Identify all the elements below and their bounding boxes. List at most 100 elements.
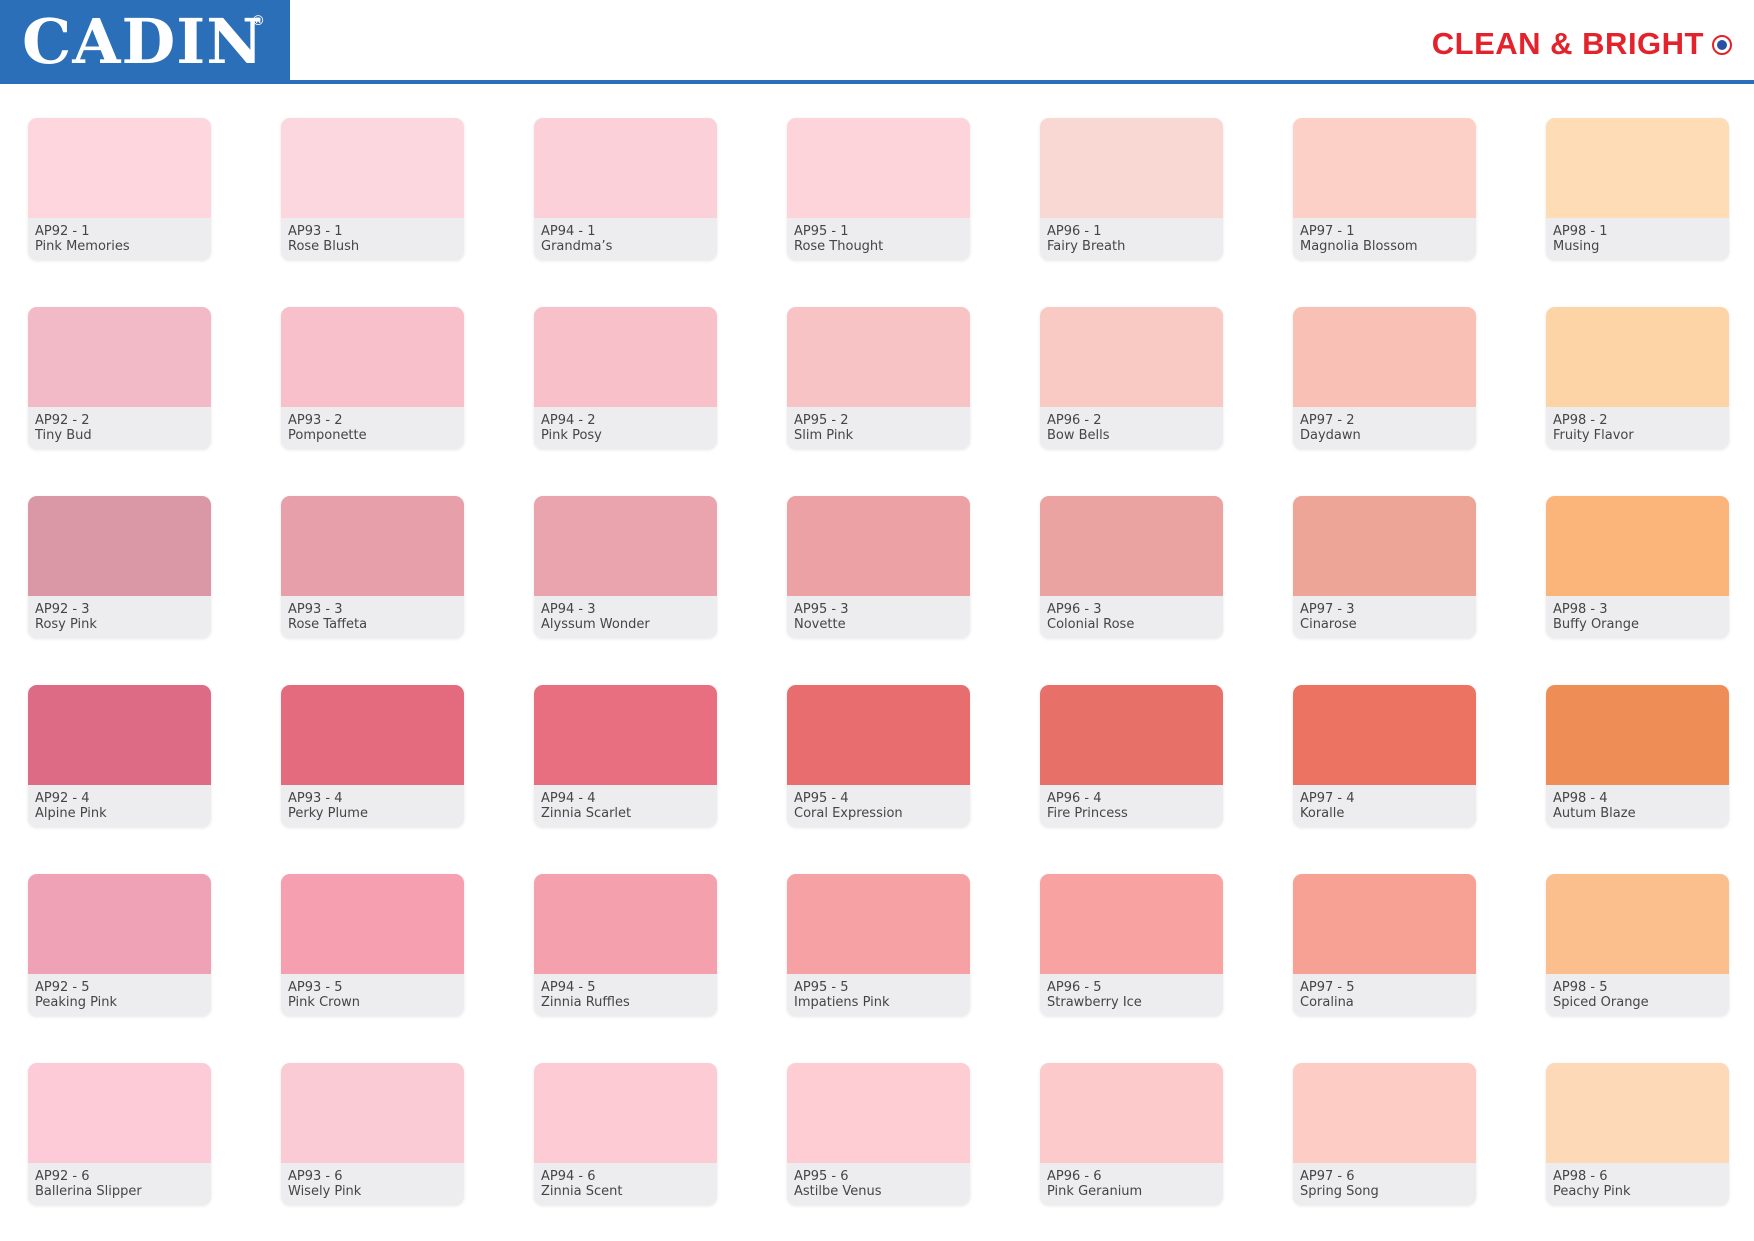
swatch-label: AP93 - 4 Perky Plume bbox=[281, 785, 464, 821]
swatch-code: AP96 - 1 bbox=[1047, 224, 1102, 239]
color-chip bbox=[1546, 496, 1729, 596]
color-chip bbox=[1040, 496, 1223, 596]
swatch-code: AP98 - 5 bbox=[1553, 980, 1608, 995]
swatch-name: Pink Crown bbox=[288, 995, 361, 1010]
color-swatch-card: AP96 - 5 Strawberry Ice bbox=[1040, 874, 1223, 1016]
swatch-code: AP96 - 5 bbox=[1047, 980, 1102, 995]
swatch-label: AP97 - 4 Koralle bbox=[1293, 785, 1476, 821]
swatch-label: AP92 - 1 Pink Memories bbox=[28, 218, 211, 254]
swatch-code: AP96 - 3 bbox=[1047, 602, 1102, 617]
color-chip bbox=[534, 307, 717, 407]
swatch-code: AP98 - 1 bbox=[1553, 224, 1608, 239]
swatch-label: AP94 - 3 Alyssum Wonder bbox=[534, 596, 717, 632]
color-swatch-card: AP94 - 5 Zinnia Ruffles bbox=[534, 874, 717, 1016]
color-swatch-card: AP98 - 2 Fruity Flavor bbox=[1546, 307, 1729, 449]
color-swatch-card: AP94 - 1 Grandma’s bbox=[534, 118, 717, 260]
swatch-name: Perky Plume bbox=[288, 806, 368, 821]
swatch-code: AP94 - 3 bbox=[541, 602, 596, 617]
swatch-name: Buffy Orange bbox=[1553, 617, 1639, 632]
swatch-name: Tiny Bud bbox=[35, 428, 92, 443]
color-swatch-card: AP95 - 3 Novette bbox=[787, 496, 970, 638]
swatch-code: AP96 - 6 bbox=[1047, 1169, 1102, 1184]
swatch-code: AP92 - 6 bbox=[35, 1169, 90, 1184]
color-swatch-card: AP92 - 1 Pink Memories bbox=[28, 118, 211, 260]
swatch-label: AP96 - 5 Strawberry Ice bbox=[1040, 974, 1223, 1010]
swatch-name: Slim Pink bbox=[794, 428, 854, 443]
color-chip bbox=[1546, 685, 1729, 785]
swatch-name: Spring Song bbox=[1300, 1184, 1379, 1199]
color-chip bbox=[1546, 874, 1729, 974]
swatch-name: Zinnia Scarlet bbox=[541, 806, 632, 821]
swatch-name: Fairy Breath bbox=[1047, 239, 1126, 254]
color-chip bbox=[787, 496, 970, 596]
color-chip bbox=[281, 118, 464, 218]
color-swatch-card: AP98 - 3 Buffy Orange bbox=[1546, 496, 1729, 638]
color-swatch-card: AP97 - 6 Spring Song bbox=[1293, 1063, 1476, 1205]
color-chip bbox=[534, 118, 717, 218]
swatch-label: AP94 - 1 Grandma’s bbox=[534, 218, 717, 254]
swatch-label: AP96 - 6 Pink Geranium bbox=[1040, 1163, 1223, 1199]
swatch-label: AP97 - 3 Cinarose bbox=[1293, 596, 1476, 632]
swatch-code: AP94 - 4 bbox=[541, 791, 596, 806]
swatch-name: Zinnia Scent bbox=[541, 1184, 623, 1199]
color-chip bbox=[28, 118, 211, 218]
color-chip bbox=[1546, 1063, 1729, 1163]
swatch-code: AP97 - 4 bbox=[1300, 791, 1355, 806]
color-swatch-card: AP92 - 6 Ballerina Slipper bbox=[28, 1063, 211, 1205]
color-swatch-card: AP92 - 5 Peaking Pink bbox=[28, 874, 211, 1016]
swatch-label: AP96 - 2 Bow Bells bbox=[1040, 407, 1223, 443]
swatch-code: AP93 - 6 bbox=[288, 1169, 343, 1184]
color-chip bbox=[28, 685, 211, 785]
swatch-label: AP96 - 1 Fairy Breath bbox=[1040, 218, 1223, 254]
swatch-code: AP97 - 1 bbox=[1300, 224, 1355, 239]
swatch-label: AP98 - 6 Peachy Pink bbox=[1546, 1163, 1729, 1199]
swatch-label: AP95 - 4 Coral Expression bbox=[787, 785, 970, 821]
color-swatch-card: AP93 - 6 Wisely Pink bbox=[281, 1063, 464, 1205]
color-chip bbox=[28, 1063, 211, 1163]
swatch-name: Zinnia Ruffles bbox=[541, 995, 630, 1010]
swatch-label: AP93 - 2 Pomponette bbox=[281, 407, 464, 443]
swatch-code: AP96 - 4 bbox=[1047, 791, 1102, 806]
swatch-label: AP96 - 4 Fire Princess bbox=[1040, 785, 1223, 821]
swatch-code: AP93 - 2 bbox=[288, 413, 343, 428]
swatch-name: Pink Posy bbox=[541, 428, 602, 443]
swatch-label: AP97 - 1 Magnolia Blossom bbox=[1293, 218, 1476, 254]
swatch-code: AP93 - 4 bbox=[288, 791, 343, 806]
swatch-code: AP97 - 5 bbox=[1300, 980, 1355, 995]
swatch-label: AP92 - 2 Tiny Bud bbox=[28, 407, 211, 443]
swatch-code: AP92 - 2 bbox=[35, 413, 90, 428]
swatch-code: AP93 - 3 bbox=[288, 602, 343, 617]
swatch-name: Coral Expression bbox=[794, 806, 903, 821]
color-swatch-card: AP97 - 2 Daydawn bbox=[1293, 307, 1476, 449]
swatch-name: Daydawn bbox=[1300, 428, 1361, 443]
swatch-code: AP97 - 2 bbox=[1300, 413, 1355, 428]
color-chip bbox=[1040, 307, 1223, 407]
swatch-code: AP97 - 6 bbox=[1300, 1169, 1355, 1184]
swatch-label: AP93 - 3 Rose Taffeta bbox=[281, 596, 464, 632]
swatch-code: AP94 - 5 bbox=[541, 980, 596, 995]
swatch-label: AP98 - 4 Autum Blaze bbox=[1546, 785, 1729, 821]
color-swatch-card: AP97 - 3 Cinarose bbox=[1293, 496, 1476, 638]
color-chip bbox=[534, 685, 717, 785]
swatch-name: Autum Blaze bbox=[1553, 806, 1636, 821]
color-chip bbox=[1293, 118, 1476, 218]
color-chip bbox=[28, 874, 211, 974]
color-chip bbox=[28, 307, 211, 407]
color-swatch-card: AP93 - 1 Rose Blush bbox=[281, 118, 464, 260]
color-swatch-card: AP97 - 4 Koralle bbox=[1293, 685, 1476, 827]
swatch-label: AP92 - 4 Alpine Pink bbox=[28, 785, 211, 821]
color-chip bbox=[787, 118, 970, 218]
color-swatch-card: AP96 - 2 Bow Bells bbox=[1040, 307, 1223, 449]
swatch-code: AP97 - 3 bbox=[1300, 602, 1355, 617]
swatch-label: AP95 - 5 Impatiens Pink bbox=[787, 974, 970, 1010]
swatch-label: AP98 - 1 Musing bbox=[1546, 218, 1729, 254]
swatch-name: Grandma’s bbox=[541, 239, 613, 254]
color-swatch-card: AP93 - 2 Pomponette bbox=[281, 307, 464, 449]
swatch-code: AP94 - 2 bbox=[541, 413, 596, 428]
color-chip bbox=[28, 496, 211, 596]
swatch-code: AP98 - 6 bbox=[1553, 1169, 1608, 1184]
swatch-label: AP97 - 5 Coralina bbox=[1293, 974, 1476, 1010]
swatch-code: AP95 - 4 bbox=[794, 791, 849, 806]
color-chip bbox=[1293, 1063, 1476, 1163]
swatch-label: AP95 - 3 Novette bbox=[787, 596, 970, 632]
